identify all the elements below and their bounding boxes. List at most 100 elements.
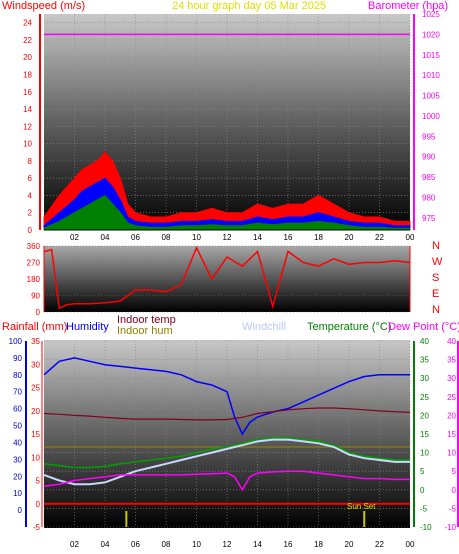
dewpoint-tick-label: 35 [447,356,456,365]
wind-x-tick-label: 02 [70,233,79,242]
barometer-tick-label: 1020 [422,30,440,39]
wind-y-tick-label: 20 [23,53,32,62]
windspeed-axis-title: Windspeed (m/s) [2,0,85,12]
indoor-temp-legend: Indoor temp [117,314,176,326]
direction-label-s: S [432,272,439,284]
temperature-axis-title: Temperature (°C) [307,321,391,333]
humidity-tick-label: 40 [13,438,22,447]
temp-x-tick-label: 04 [101,540,110,549]
rainfall-tick-label: 35 [31,337,40,346]
wind-panel-series [43,33,411,231]
temperature-tick-label: -10 [420,523,432,532]
temperature-tick-label: -5 [420,504,428,513]
temp-x-tick-label: 06 [131,540,140,549]
wind-series-average [43,177,411,231]
temperature-tick-label: 25 [420,393,429,402]
barometer-tick-label: 1025 [422,10,440,19]
direction-label-e: E [432,288,439,300]
wind-y-tick-label: 14 [23,105,32,114]
wind-y-tick-label: 10 [23,140,32,149]
temp-x-tick-label: 20 [345,540,354,549]
temp-x-tick-label: 14 [253,540,262,549]
dewpoint-tick-label: 0 [452,486,457,495]
temperature-tick-label: 15 [420,430,429,439]
dewpoint-tick-label: 30 [447,374,456,383]
wind-y-tick-label: 24 [23,19,32,28]
barometer-axis-title: Barometer (hpa) [368,0,448,12]
wind-y-tick-label: 8 [28,157,33,166]
rainfall-axis-title: Rainfall (mm) [2,321,67,333]
temp-x-tick-label: 16 [284,540,293,549]
temperature-tick-label: 30 [420,374,429,383]
temperature-tick-label: 40 [420,337,429,346]
wind-y-tick-label: 22 [23,36,32,45]
humidity-tick-label: 10 [13,489,22,498]
wind-x-tick-label: 06 [131,233,140,242]
wind-y-tick-label: 12 [23,122,32,131]
wind-x-tick-label: 20 [345,233,354,242]
temperature-tick-label: 20 [420,411,429,420]
humidity-tick-label: 30 [13,455,22,464]
windchill-legend: Windchill [242,321,286,333]
direction-panel-series [43,245,411,310]
direction-tick-label: 180 [27,275,41,284]
indoor-hum-legend: Indoor hum [117,325,173,337]
direction-label-n: N [432,304,440,316]
humidity-tick-label: 20 [13,472,22,481]
humidity-tick-label: 100 [9,337,23,346]
temperature-tick-label: 0 [420,486,425,495]
humidity-axis-title: Humidity [66,321,109,333]
humidity-tick-label: 0 [18,506,23,515]
rainfall-tick-label: 15 [31,430,40,439]
wind-y-tick-label: 6 [28,174,33,183]
wind-series-lull [43,194,411,231]
barometer-tick-label: 1000 [422,112,440,121]
series-temperature [43,436,410,469]
dewpoint-tick-label: 10 [447,449,456,458]
dewpoint-tick-label: 25 [447,393,456,402]
rainfall-tick-label: 25 [31,384,40,393]
barometer-tick-label: 980 [422,193,436,202]
wind-x-tick-label: 00 [406,233,415,242]
dewpoint-tick-label: 40 [447,337,456,346]
wind-x-tick-label: 04 [101,233,110,242]
direction-tick-label: 90 [31,292,40,301]
barometer-tick-label: 1010 [422,71,440,80]
barometer-tick-label: 975 [422,214,436,223]
barometer-tick-label: 995 [422,132,436,141]
humidity-tick-label: 50 [13,422,22,431]
dewpoint-tick-label: 20 [447,411,456,420]
wind-panel-axes: 02 04 06 08 10 12 14 16 18 20 22 000246810121416182… [23,10,440,242]
series-dewpoint [43,470,410,492]
barometer-tick-label: 1015 [422,51,440,60]
rainfall-tick-label: 5 [36,477,41,486]
series-indoor_temp [43,407,411,421]
temperature-panel-series [43,357,411,527]
dewpoint-tick-label: 15 [447,430,456,439]
direction-tick-label: 0 [36,308,41,317]
rainfall-tick-label: 30 [31,360,40,369]
wind-x-tick-label: 12 [223,233,232,242]
direction-series [43,245,411,310]
direction-label-n: N [432,240,440,252]
direction-label-w: W [432,256,443,268]
temperature-tick-label: 5 [420,467,425,476]
wind-y-tick-label: 4 [28,191,33,200]
temp-x-tick-label: 10 [192,540,201,549]
barometer-tick-label: 1005 [422,92,440,101]
temperature-panel-grid [44,340,411,528]
rainfall-tick-label: -5 [33,523,41,532]
wind-y-tick-label: 2 [28,209,33,218]
rainfall-tick-label: 10 [31,453,40,462]
series-humidity [43,357,410,436]
direction-tick-label: 270 [27,259,41,268]
direction-panel-grid [44,245,410,313]
rainfall-tick-label: 0 [36,500,41,509]
series-windchill [43,438,410,486]
direction-panel-axes: 0 90 180 270 360 [27,242,411,317]
wind-x-tick-label: 08 [162,233,171,242]
wind-y-tick-label: 16 [23,88,32,97]
chart-title: 24 hour graph day 05 Mar 2025 [172,0,326,12]
